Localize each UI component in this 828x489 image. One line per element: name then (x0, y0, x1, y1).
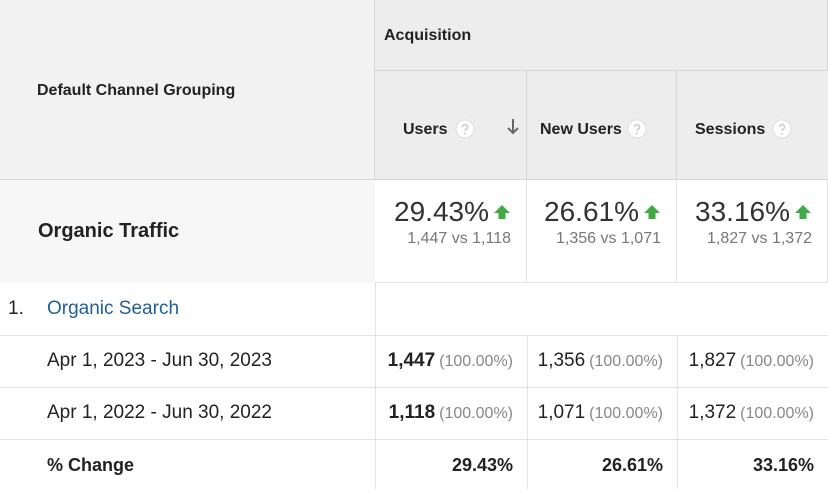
metric-share: (100.00%) (740, 353, 814, 370)
change-value: 29.43% (394, 196, 489, 227)
row-divider (0, 387, 828, 388)
help-icon[interactable] (772, 119, 792, 139)
up-arrow (794, 204, 812, 220)
comparison: 1,447 vs 1,118 (407, 230, 511, 247)
metric-share: (100.00%) (589, 353, 663, 370)
metric-share: (100.00%) (439, 353, 513, 370)
column-label: Users (403, 121, 448, 138)
comparison: 1,356 vs 1,071 (556, 230, 661, 247)
row-label: Apr 1, 2022 - Jun 30, 2022 (47, 402, 272, 423)
metric-value: 1,372 (688, 402, 737, 423)
metric-value: 1,447 (387, 350, 436, 371)
up-arrow (643, 204, 661, 220)
column-label: New Users (540, 121, 622, 138)
change-label: % Change (47, 455, 135, 475)
metric-cell: 1,827 (100.00%) (689, 350, 814, 372)
column-header[interactable]: New Users (527, 71, 677, 180)
group-header: Acquisition (375, 0, 828, 71)
summary-cell (677, 180, 828, 283)
metric-cell: 1,071 (100.00%) (538, 402, 663, 424)
metric-cell: 1,118 (100.00%) (389, 402, 513, 424)
metric-share: (100.00%) (740, 405, 814, 422)
change-value: 33.16% (695, 196, 790, 227)
col-divider (527, 335, 528, 489)
group-label: Acquisition (384, 27, 472, 44)
metric-value: 1,071 (537, 402, 586, 423)
comparison: 1,827 vs 1,372 (707, 230, 812, 247)
metric-cell: 1,372 (100.00%) (689, 402, 814, 424)
change-value: 26.61% (544, 196, 639, 227)
dimension-header[interactable]: Default Channel Grouping (0, 0, 375, 180)
row-divider (0, 335, 828, 336)
metric-share: (100.00%) (439, 405, 513, 422)
summary-label-cell: Organic Traffic (0, 180, 375, 283)
summary-cell (375, 180, 527, 283)
metric-value: 1,356 (537, 350, 586, 371)
change-total: 26.61% (601, 455, 663, 475)
help-icon[interactable] (455, 119, 475, 139)
channel-link[interactable]: Organic Search (47, 298, 180, 319)
metric-cell: 1,356 (100.00%) (538, 350, 663, 372)
column-header[interactable]: Users (375, 71, 527, 180)
column-header[interactable]: Sessions (677, 71, 828, 180)
sort-arrow[interactable] (505, 117, 521, 137)
change-total: 33.16% (752, 455, 814, 475)
row-index: 1. (8, 298, 24, 319)
help-icon[interactable] (627, 119, 647, 139)
summary-cell (527, 180, 677, 283)
change-total: 29.43% (451, 455, 513, 475)
metric-value: 1,118 (388, 402, 436, 423)
metric-share: (100.00%) (589, 405, 663, 422)
col-divider (375, 283, 376, 489)
row-divider (0, 439, 828, 440)
summary-label: Organic Traffic (38, 220, 180, 242)
up-arrow (493, 204, 511, 220)
column-label: Sessions (695, 121, 766, 138)
metric-value: 1,827 (688, 350, 737, 371)
metric-cell: 1,447 (100.00%) (388, 350, 513, 372)
col-divider (677, 335, 678, 489)
row-label: Apr 1, 2023 - Jun 30, 2023 (47, 350, 272, 371)
dimension-label: Default Channel Grouping (37, 82, 236, 99)
